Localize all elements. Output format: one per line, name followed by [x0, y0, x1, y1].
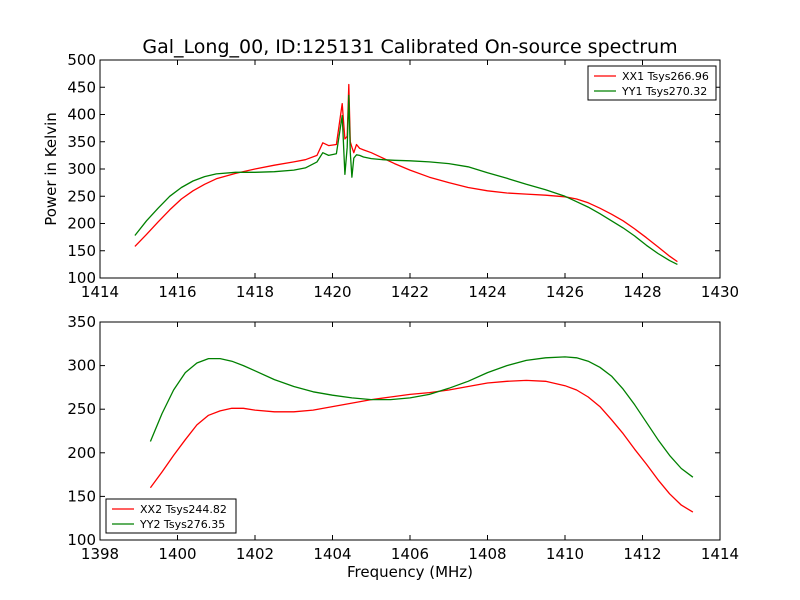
legend: XX1 Tsys266.96 YY1 Tsys270.32	[587, 65, 717, 101]
x-tick-label: 1428	[623, 283, 661, 301]
chart-title: Gal_Long_00, ID:125131 Calibrated On-sou…	[142, 36, 677, 58]
y-tick-label: 100	[67, 269, 96, 287]
x-tick-label: 1402	[236, 545, 274, 563]
x-tick-label: 1424	[468, 283, 506, 301]
legend-label: XX1 Tsys266.96	[622, 70, 709, 83]
y-tick-label: 450	[67, 78, 96, 96]
y-tick-label: 300	[67, 357, 96, 375]
y-tick-label: 500	[67, 51, 96, 69]
x-tick-label: 1398	[81, 545, 119, 563]
x-tick-label: 1430	[701, 283, 739, 301]
panel-1: 1414 1416 1418 1420 1422 1424 1426 1428 1430 100 1…	[42, 51, 739, 301]
x-tick-label: 1410	[546, 545, 584, 563]
x-tick-label: 1400	[158, 545, 196, 563]
x-tick-label: 1414	[81, 283, 119, 301]
y-tick-label: 400	[67, 106, 96, 124]
legend-box	[587, 65, 717, 101]
y-tick-label: 200	[67, 215, 96, 233]
x-tick-label: 1408	[468, 545, 506, 563]
y-tick-label: 250	[67, 400, 96, 418]
x-tick-label: 1404	[313, 545, 351, 563]
x-tick-label: 1422	[391, 283, 429, 301]
series-line-1	[149, 379, 694, 513]
x-tick-label: 1426	[546, 283, 584, 301]
y-tick-label: 350	[67, 133, 96, 151]
y-tick-label: 250	[67, 187, 96, 205]
x-tick-label: 1406	[391, 545, 429, 563]
y-tick-label: 300	[67, 160, 96, 178]
series-line-1	[134, 83, 678, 263]
legend-label: YY1 Tsys270.32	[621, 85, 707, 98]
x-axis-label: Frequency (MHz)	[347, 563, 473, 581]
x-tick-label: 1418	[236, 283, 274, 301]
y-tick-label: 350	[67, 313, 96, 331]
y-axis-label: Power in Kelvin	[42, 112, 60, 226]
panel-2: 1398 1400 1402 1404 1406 1408 1410 1412 1414 100 1…	[67, 313, 739, 581]
legend-label: YY2 Tsys276.35	[139, 518, 225, 531]
y-tick-label: 200	[67, 444, 96, 462]
x-tick-label: 1420	[313, 283, 351, 301]
legend: XX2 Tsys244.82 YY2 Tsys276.35	[105, 498, 237, 534]
x-tick-label: 1412	[623, 545, 661, 563]
series-line-2	[134, 94, 678, 265]
legend-box	[105, 498, 237, 534]
y-tick-label: 150	[67, 242, 96, 260]
y-tick-label: 100	[67, 531, 96, 549]
legend-label: XX2 Tsys244.82	[140, 503, 227, 516]
y-tick-label: 150	[67, 487, 96, 505]
series-line-2	[149, 356, 694, 478]
x-tick-label: 1416	[158, 283, 196, 301]
x-tick-label: 1414	[701, 545, 739, 563]
